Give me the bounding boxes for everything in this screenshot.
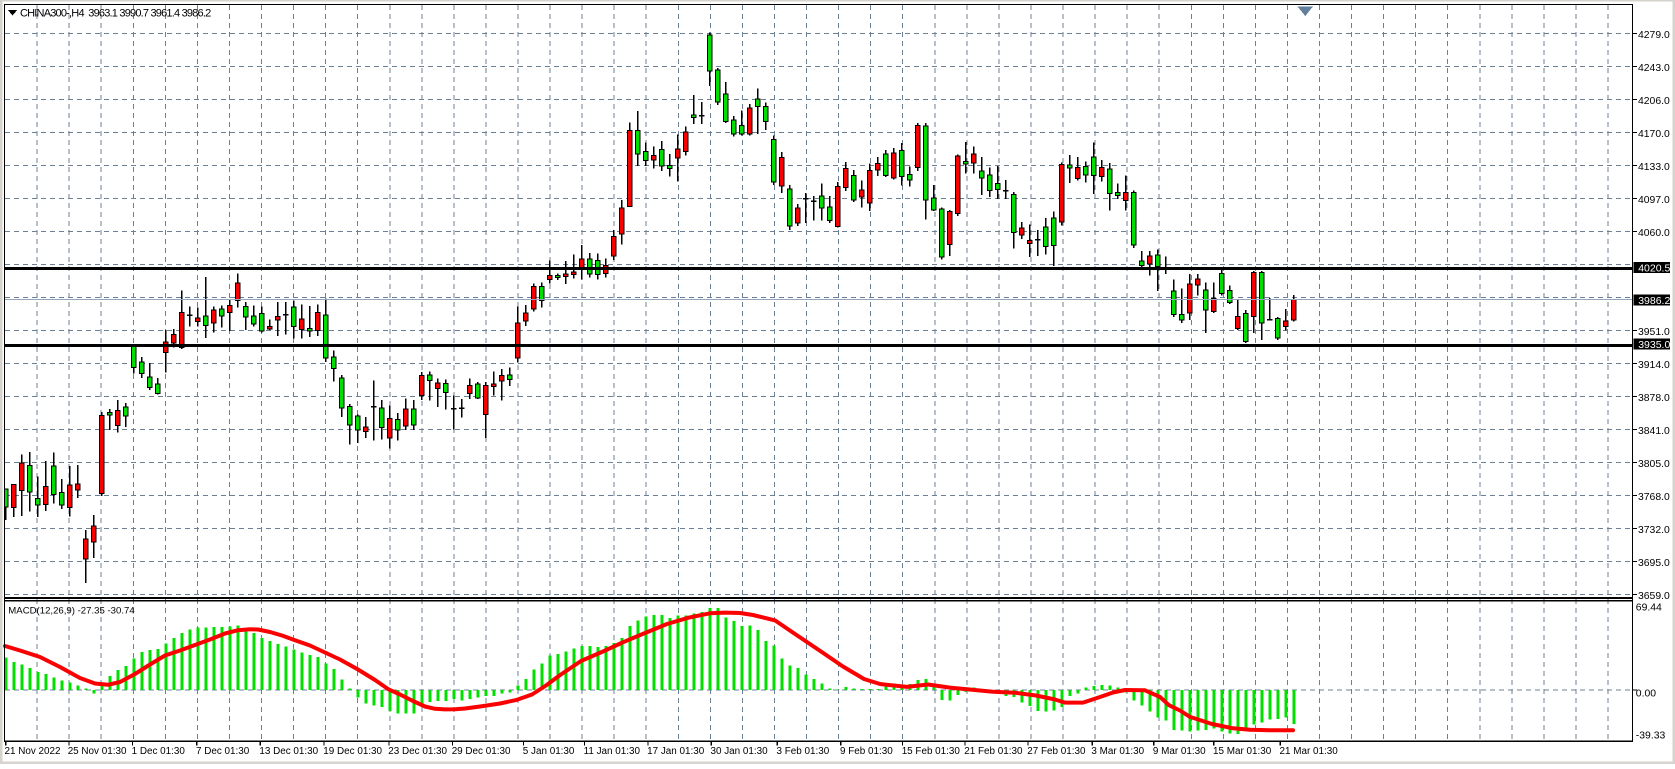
- svg-text:4206.0: 4206.0: [1638, 96, 1670, 107]
- svg-text:21 Feb 01:30: 21 Feb 01:30: [964, 746, 1023, 757]
- svg-text:15 Mar 01:30: 15 Mar 01:30: [1213, 746, 1272, 757]
- svg-text:3878.0: 3878.0: [1638, 393, 1670, 404]
- svg-text:4133.0: 4133.0: [1638, 162, 1670, 173]
- svg-text:3732.0: 3732.0: [1638, 525, 1670, 536]
- svg-text:9 Mar 01:30: 9 Mar 01:30: [1153, 746, 1206, 757]
- svg-text:9 Feb 01:30: 9 Feb 01:30: [840, 746, 893, 757]
- svg-text:3914.0: 3914.0: [1638, 360, 1670, 371]
- svg-text:3659.0: 3659.0: [1638, 591, 1670, 602]
- svg-text:21 Nov 2022: 21 Nov 2022: [5, 746, 61, 757]
- svg-text:-39.33: -39.33: [1636, 730, 1666, 741]
- svg-text:11 Jan 01:30: 11 Jan 01:30: [584, 746, 641, 757]
- svg-text:3986.2: 3986.2: [1638, 295, 1670, 307]
- svg-text:1 Dec 01:30: 1 Dec 01:30: [132, 746, 186, 757]
- svg-text:3805.0: 3805.0: [1638, 459, 1670, 470]
- svg-text:4020.5: 4020.5: [1638, 263, 1670, 275]
- svg-text:3 Feb 01:30: 3 Feb 01:30: [777, 746, 830, 757]
- svg-text:27 Feb 01:30: 27 Feb 01:30: [1027, 746, 1086, 757]
- svg-text:3935.0: 3935.0: [1638, 339, 1670, 351]
- svg-text:4170.0: 4170.0: [1638, 129, 1670, 140]
- svg-text:3951.0: 3951.0: [1638, 327, 1670, 338]
- svg-text:4279.0: 4279.0: [1638, 30, 1670, 41]
- svg-text:0.00: 0.00: [1636, 688, 1656, 699]
- svg-text:3841.0: 3841.0: [1638, 426, 1670, 437]
- svg-text:3768.0: 3768.0: [1638, 492, 1670, 503]
- svg-text:CHINA300-,H4 3963.1 3990.7 39: CHINA300-,H4 3963.1 3990.7 3961.4 3986.2: [20, 7, 211, 19]
- svg-text:13 Dec 01:30: 13 Dec 01:30: [259, 746, 318, 757]
- svg-text:69.44: 69.44: [1636, 602, 1662, 613]
- svg-text:MACD(12,26,9) -27.35 -30.74: MACD(12,26,9) -27.35 -30.74: [8, 605, 135, 616]
- svg-text:19 Dec 01:30: 19 Dec 01:30: [323, 746, 382, 757]
- svg-text:3695.0: 3695.0: [1638, 558, 1670, 569]
- svg-text:4097.0: 4097.0: [1638, 195, 1670, 206]
- svg-text:23 Dec 01:30: 23 Dec 01:30: [388, 746, 447, 757]
- svg-text:15 Feb 01:30: 15 Feb 01:30: [902, 746, 961, 757]
- svg-text:21 Mar 01:30: 21 Mar 01:30: [1280, 746, 1339, 757]
- svg-text:4243.0: 4243.0: [1638, 63, 1670, 74]
- svg-text:3 Mar 01:30: 3 Mar 01:30: [1091, 746, 1144, 757]
- svg-text:30 Jan 01:30: 30 Jan 01:30: [711, 746, 769, 757]
- svg-text:29 Dec 01:30: 29 Dec 01:30: [452, 746, 511, 757]
- svg-text:5 Jan 01:30: 5 Jan 01:30: [523, 746, 575, 757]
- svg-text:17 Jan 01:30: 17 Jan 01:30: [647, 746, 705, 757]
- svg-text:7 Dec 01:30: 7 Dec 01:30: [196, 746, 250, 757]
- svg-text:4060.0: 4060.0: [1638, 228, 1670, 239]
- svg-text:25 Nov 01:30: 25 Nov 01:30: [68, 746, 127, 757]
